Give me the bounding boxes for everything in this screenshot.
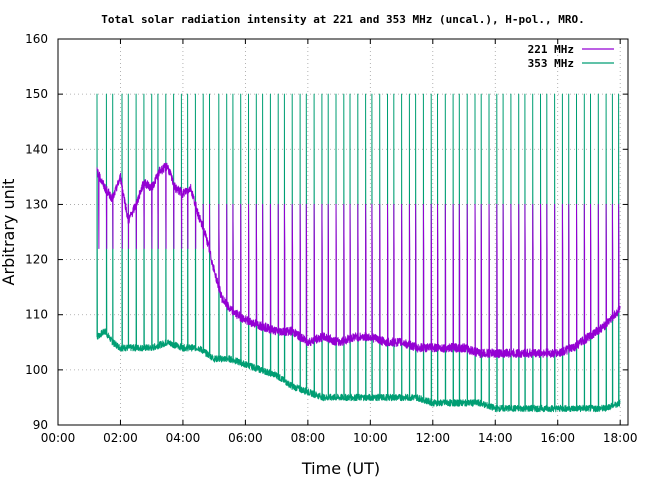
series-line-221 (96, 162, 621, 359)
plot-frame (57, 38, 629, 426)
x-tick-label: 02:00 (103, 431, 138, 445)
y-tick-label: 150 (25, 87, 48, 101)
x-tick-label: 16:00 (540, 431, 575, 445)
y-tick-label: 120 (25, 253, 48, 267)
x-tick-label: 18:00 (603, 431, 638, 445)
x-tick-label: 12:00 (415, 431, 450, 445)
y-tick-label: 100 (25, 363, 48, 377)
y-tick-label: 130 (25, 197, 48, 211)
legend: 221 MHz 353 MHz (528, 43, 614, 70)
x-axis-label: Time (UT) (301, 459, 380, 478)
grid (58, 39, 628, 425)
x-tick-label: 06:00 (228, 431, 263, 445)
axis-ticks: 00:00 02:00 04:00 06:00 08:00 10:00 12:00 14:00… (25, 32, 637, 445)
y-tick-label: 110 (25, 308, 48, 322)
series-layer (96, 93, 621, 413)
x-tick-label: 04:00 (166, 431, 201, 445)
chart-title: Total solar radiation intensity at 221 a… (101, 13, 584, 26)
x-tick-label: 00:00 (41, 431, 76, 445)
x-tick-label: 08:00 (291, 431, 326, 445)
y-tick-label: 140 (25, 142, 48, 156)
y-tick-label: 90 (33, 418, 48, 432)
y-tick-label: 160 (25, 32, 48, 46)
x-tick-label: 10:00 (353, 431, 388, 445)
x-tick-label: 14:00 (478, 431, 513, 445)
y-axis-label: Arbitrary unit (0, 179, 18, 286)
legend-label-221: 221 MHz (528, 43, 574, 56)
series-line-353 (96, 93, 621, 413)
legend-label-353: 353 MHz (528, 57, 574, 70)
